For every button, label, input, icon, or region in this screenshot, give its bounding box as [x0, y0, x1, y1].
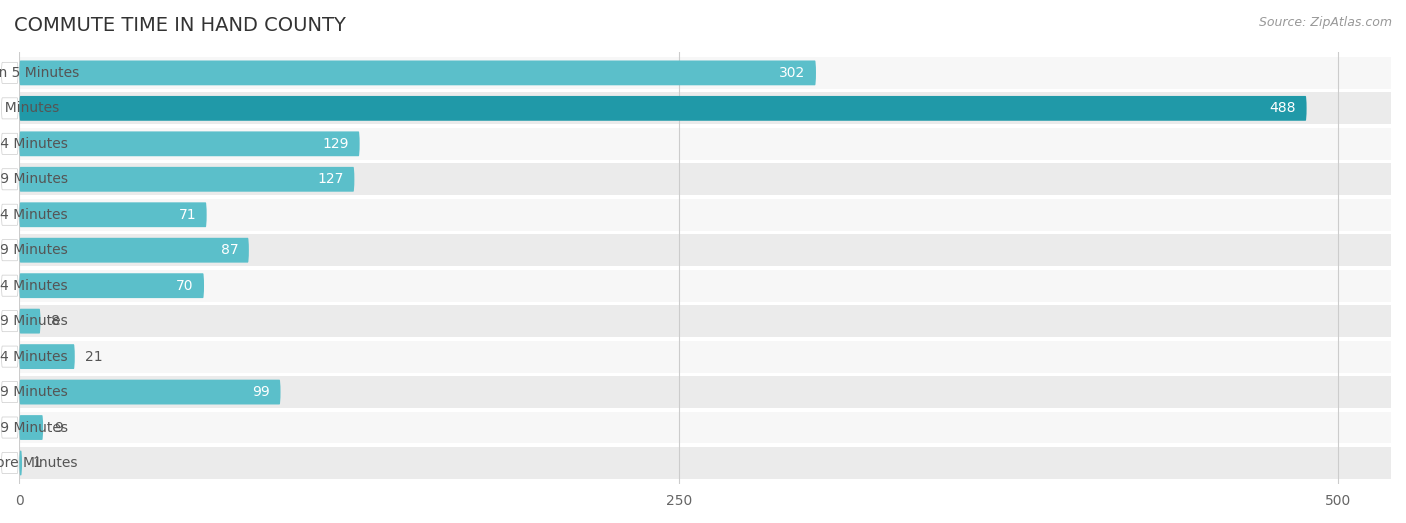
Text: 10 to 14 Minutes: 10 to 14 Minutes: [0, 137, 69, 151]
FancyBboxPatch shape: [1, 133, 18, 154]
Text: 60 to 89 Minutes: 60 to 89 Minutes: [0, 420, 69, 435]
FancyBboxPatch shape: [20, 131, 360, 156]
FancyBboxPatch shape: [20, 451, 22, 475]
Text: 15 to 19 Minutes: 15 to 19 Minutes: [0, 172, 69, 186]
Text: 70: 70: [176, 279, 194, 293]
FancyBboxPatch shape: [1, 417, 18, 438]
FancyBboxPatch shape: [20, 415, 44, 440]
Bar: [20, 270, 1391, 302]
Text: 127: 127: [318, 172, 344, 186]
Bar: [20, 57, 1391, 89]
Text: 5 to 9 Minutes: 5 to 9 Minutes: [0, 101, 59, 116]
Bar: [20, 199, 1391, 231]
FancyBboxPatch shape: [20, 344, 75, 369]
FancyBboxPatch shape: [20, 167, 354, 192]
Text: Source: ZipAtlas.com: Source: ZipAtlas.com: [1258, 16, 1392, 29]
FancyBboxPatch shape: [1, 169, 18, 190]
Text: 20 to 24 Minutes: 20 to 24 Minutes: [0, 208, 67, 222]
FancyBboxPatch shape: [1, 240, 18, 261]
FancyBboxPatch shape: [20, 61, 815, 85]
FancyBboxPatch shape: [1, 452, 18, 473]
FancyBboxPatch shape: [1, 98, 18, 119]
FancyBboxPatch shape: [1, 62, 18, 84]
Text: 488: 488: [1270, 101, 1296, 116]
Text: 302: 302: [779, 66, 806, 80]
Text: 1: 1: [32, 456, 41, 470]
Bar: [20, 412, 1391, 444]
Text: 9: 9: [53, 420, 62, 435]
Text: 25 to 29 Minutes: 25 to 29 Minutes: [0, 243, 67, 257]
Text: 21: 21: [86, 349, 103, 363]
Text: 87: 87: [221, 243, 238, 257]
Text: 35 to 39 Minutes: 35 to 39 Minutes: [0, 314, 67, 328]
Text: 99: 99: [252, 385, 270, 399]
Bar: [20, 340, 1391, 372]
Text: 8: 8: [51, 314, 60, 328]
Text: 71: 71: [179, 208, 195, 222]
FancyBboxPatch shape: [1, 346, 18, 367]
Bar: [20, 163, 1391, 195]
Text: 40 to 44 Minutes: 40 to 44 Minutes: [0, 349, 67, 363]
Text: COMMUTE TIME IN HAND COUNTY: COMMUTE TIME IN HAND COUNTY: [14, 16, 346, 35]
FancyBboxPatch shape: [1, 204, 18, 225]
FancyBboxPatch shape: [20, 309, 41, 334]
FancyBboxPatch shape: [1, 311, 18, 332]
Bar: [20, 376, 1391, 408]
FancyBboxPatch shape: [20, 238, 249, 263]
Bar: [20, 93, 1391, 124]
Text: 30 to 34 Minutes: 30 to 34 Minutes: [0, 279, 67, 293]
Bar: [20, 447, 1391, 479]
Text: 45 to 59 Minutes: 45 to 59 Minutes: [0, 385, 67, 399]
Bar: [20, 305, 1391, 337]
FancyBboxPatch shape: [1, 381, 18, 403]
FancyBboxPatch shape: [20, 202, 207, 227]
Text: 90 or more Minutes: 90 or more Minutes: [0, 456, 77, 470]
Text: Less than 5 Minutes: Less than 5 Minutes: [0, 66, 79, 80]
Text: 129: 129: [322, 137, 349, 151]
FancyBboxPatch shape: [1, 275, 18, 296]
FancyBboxPatch shape: [20, 273, 204, 298]
Bar: [20, 234, 1391, 266]
Bar: [20, 128, 1391, 160]
FancyBboxPatch shape: [20, 96, 1306, 121]
FancyBboxPatch shape: [20, 380, 281, 404]
